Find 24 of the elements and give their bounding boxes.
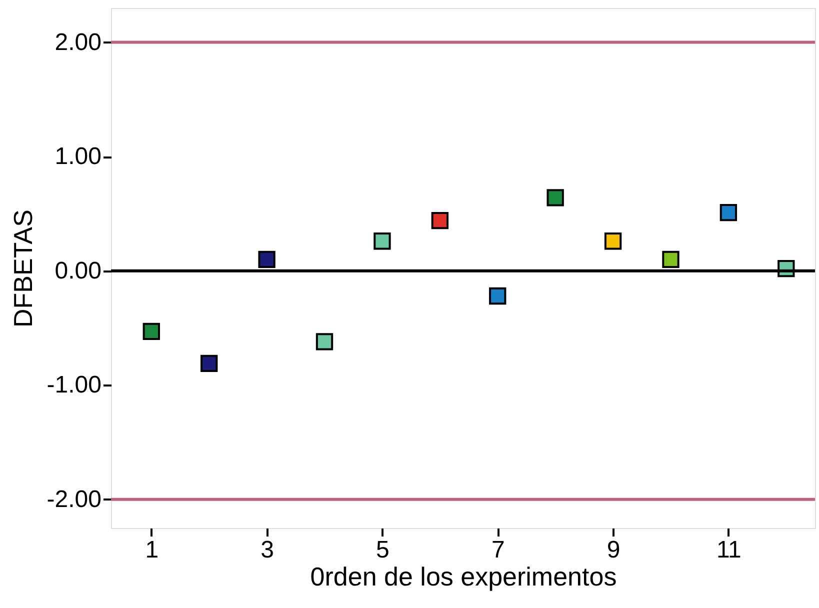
point (604, 232, 622, 250)
point (316, 333, 334, 350)
point (431, 212, 448, 230)
y-axis-title: DFBETAS (8, 210, 38, 328)
x-tick-label: 7 (491, 536, 505, 564)
x-tick-label: 9 (606, 536, 620, 564)
point (662, 250, 680, 268)
y-tick-label: 1.00 (54, 143, 102, 170)
x-tick-label: 5 (376, 536, 390, 564)
x-tick-label: 11 (716, 536, 742, 564)
y-tick-label: -1.00 (46, 372, 102, 399)
x-tick-label: 1 (145, 536, 159, 564)
point (374, 232, 391, 250)
point (720, 204, 738, 222)
point (142, 322, 160, 340)
y-tick-label: 2.00 (54, 28, 102, 56)
point (200, 354, 218, 372)
point (258, 250, 276, 268)
y-tick-label: 0.00 (54, 257, 102, 284)
point (489, 287, 506, 305)
x-tick-label: 3 (260, 536, 274, 564)
x-axis-title: 0rden de los experimentos (310, 562, 617, 592)
y-tick-label: -2.00 (46, 486, 102, 513)
point (546, 189, 564, 206)
